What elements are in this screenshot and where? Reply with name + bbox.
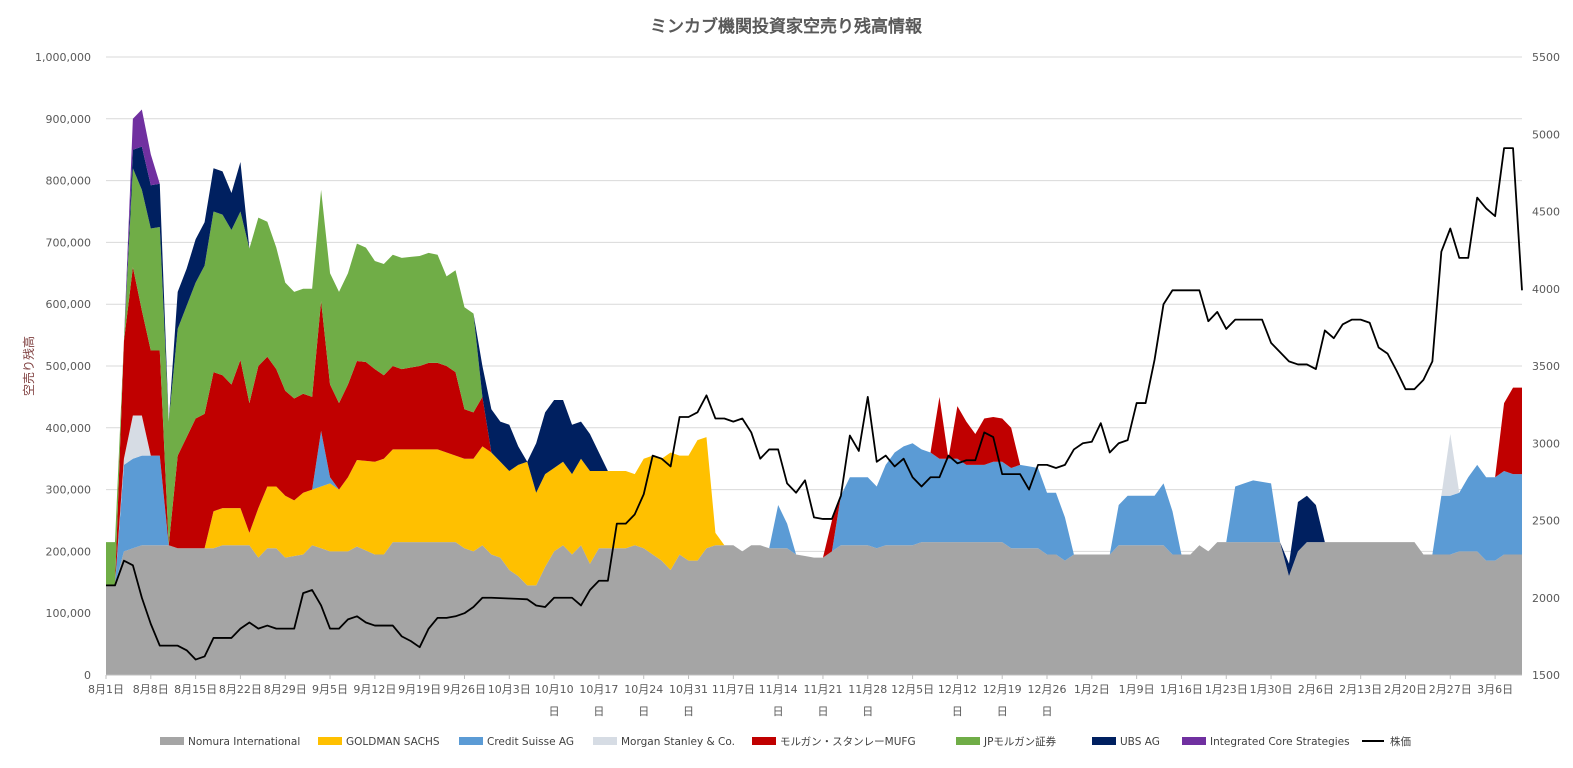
x-tick-label: 日 <box>997 705 1008 718</box>
x-tick-label: 1月30日 <box>1250 683 1293 696</box>
y-tick-label: 100,000 <box>46 607 92 620</box>
legend-label: Credit Suisse AG <box>487 736 574 748</box>
x-tick-label: 11月7日 <box>712 683 755 696</box>
x-tick-label: 日 <box>683 705 694 718</box>
x-tick-label: 8月22日 <box>219 683 262 696</box>
y-tick-label: 700,000 <box>46 236 92 249</box>
x-tick-label: 11月21 <box>803 683 842 696</box>
legend-label: GOLDMAN SACHS <box>346 736 440 748</box>
x-tick-label: 日 <box>593 705 604 718</box>
y-axis-label: 空売り残高 <box>21 336 36 396</box>
x-tick-label: 10月3日 <box>488 683 531 696</box>
x-tick-label: 日 <box>862 705 873 718</box>
chart-title: ミンカブ機関投資家空売り残高情報 <box>650 16 923 37</box>
x-tick-label: 日 <box>952 705 963 718</box>
x-tick-label: 10月10 <box>535 683 574 696</box>
y-tick-label: 300,000 <box>46 484 92 497</box>
x-tick-label: 9月5日 <box>312 683 348 696</box>
x-tick-label: 10月31 <box>669 683 708 696</box>
legend-swatch <box>1092 737 1116 745</box>
legend-swatch <box>160 737 184 745</box>
legend-label: UBS AG <box>1120 736 1160 748</box>
legend-swatch <box>1182 737 1206 745</box>
x-tick-label: 1月16日 <box>1160 683 1203 696</box>
x-tick-label: 2月27日 <box>1429 683 1472 696</box>
x-tick-label: 3月6日 <box>1477 683 1513 696</box>
legend-swatch <box>593 737 617 745</box>
y-tick-label: 600,000 <box>46 298 92 311</box>
area-series-mufg <box>106 267 1522 586</box>
y-tick-label: 900,000 <box>46 113 92 126</box>
legend-label: 株価 <box>1390 735 1411 748</box>
x-tick-label: 9月19日 <box>398 683 441 696</box>
area-series-group <box>106 109 1522 675</box>
y2-tick-label: 2500 <box>1532 515 1560 528</box>
axes: 0 100,000 200,000 300,000 400,000 500,000 600,… <box>35 51 1560 718</box>
price-line <box>106 147 1523 661</box>
x-tick-label: 10月24 <box>624 683 663 696</box>
y2-tick-label: 5500 <box>1532 51 1560 64</box>
x-tick-label: 1月2日 <box>1074 683 1110 696</box>
x-tick-label: 12月26 <box>1028 683 1067 696</box>
y-tick-label: 200,000 <box>46 545 92 558</box>
y2-tick-label: 4000 <box>1532 283 1560 296</box>
x-tick-label: 12月5日 <box>891 683 934 696</box>
x-tick-label: 日 <box>817 705 828 718</box>
legend: Nomura International GOLDMAN SACHS Credit … <box>160 735 1411 748</box>
x-tick-label: 12月12 <box>938 683 977 696</box>
price-line-group <box>106 147 1523 661</box>
y-tick-label: 400,000 <box>46 422 92 435</box>
legend-label: Morgan Stanley & Co. <box>621 736 735 748</box>
x-tick-label: 日 <box>1042 705 1053 718</box>
area-series-credit-suisse-ag <box>106 430 1522 586</box>
x-tick-label: 9月12日 <box>353 683 396 696</box>
x-tick-label: 11月28 <box>848 683 887 696</box>
legend-swatch <box>459 737 483 745</box>
area-series-nomura-international <box>106 542 1522 675</box>
y2-tick-label: 1500 <box>1532 669 1560 682</box>
x-tick-label: 9月26日 <box>443 683 486 696</box>
y2-tick-label: 4500 <box>1532 206 1560 219</box>
y2-tick-label: 3000 <box>1532 437 1560 450</box>
x-tick-label: 1月9日 <box>1119 683 1155 696</box>
legend-label: Nomura International <box>188 736 300 748</box>
x-tick-label: 日 <box>549 705 560 718</box>
x-tick-label: 日 <box>773 705 784 718</box>
x-tick-label: 2月20日 <box>1384 683 1427 696</box>
y2-tick-label: 5000 <box>1532 128 1560 141</box>
legend-label: モルガン・スタンレーMUFG <box>780 736 916 748</box>
y2-tick-label: 2000 <box>1532 592 1560 605</box>
y-tick-label: 1,000,000 <box>35 51 91 64</box>
x-tick-label: 日 <box>638 705 649 718</box>
legend-swatch <box>318 737 342 745</box>
x-tick-label: 2月13日 <box>1339 683 1382 696</box>
area-series-goldman-sachs <box>106 437 1522 586</box>
legend-swatch <box>956 737 980 745</box>
x-tick-label: 11月14 <box>759 683 798 696</box>
x-tick-label: 12月19 <box>983 683 1022 696</box>
y-tick-label: 500,000 <box>46 360 92 373</box>
x-tick-label: 2月6日 <box>1298 683 1334 696</box>
x-tick-label: 8月1日 <box>88 683 124 696</box>
x-tick-label: 8月29日 <box>264 683 307 696</box>
x-tick-label: 10月17 <box>579 683 618 696</box>
legend-label: JPモルガン証券 <box>983 735 1057 748</box>
y-tick-label: 800,000 <box>46 175 92 188</box>
x-tick-label: 8月15日 <box>174 683 217 696</box>
x-tick-label: 1月23日 <box>1205 683 1248 696</box>
y-tick-label: 0 <box>84 669 91 682</box>
x-tick-label: 8月8日 <box>133 683 169 696</box>
legend-label: Integrated Core Strategies <box>1210 736 1350 748</box>
y2-tick-label: 3500 <box>1532 360 1560 373</box>
legend-swatch <box>752 737 776 745</box>
